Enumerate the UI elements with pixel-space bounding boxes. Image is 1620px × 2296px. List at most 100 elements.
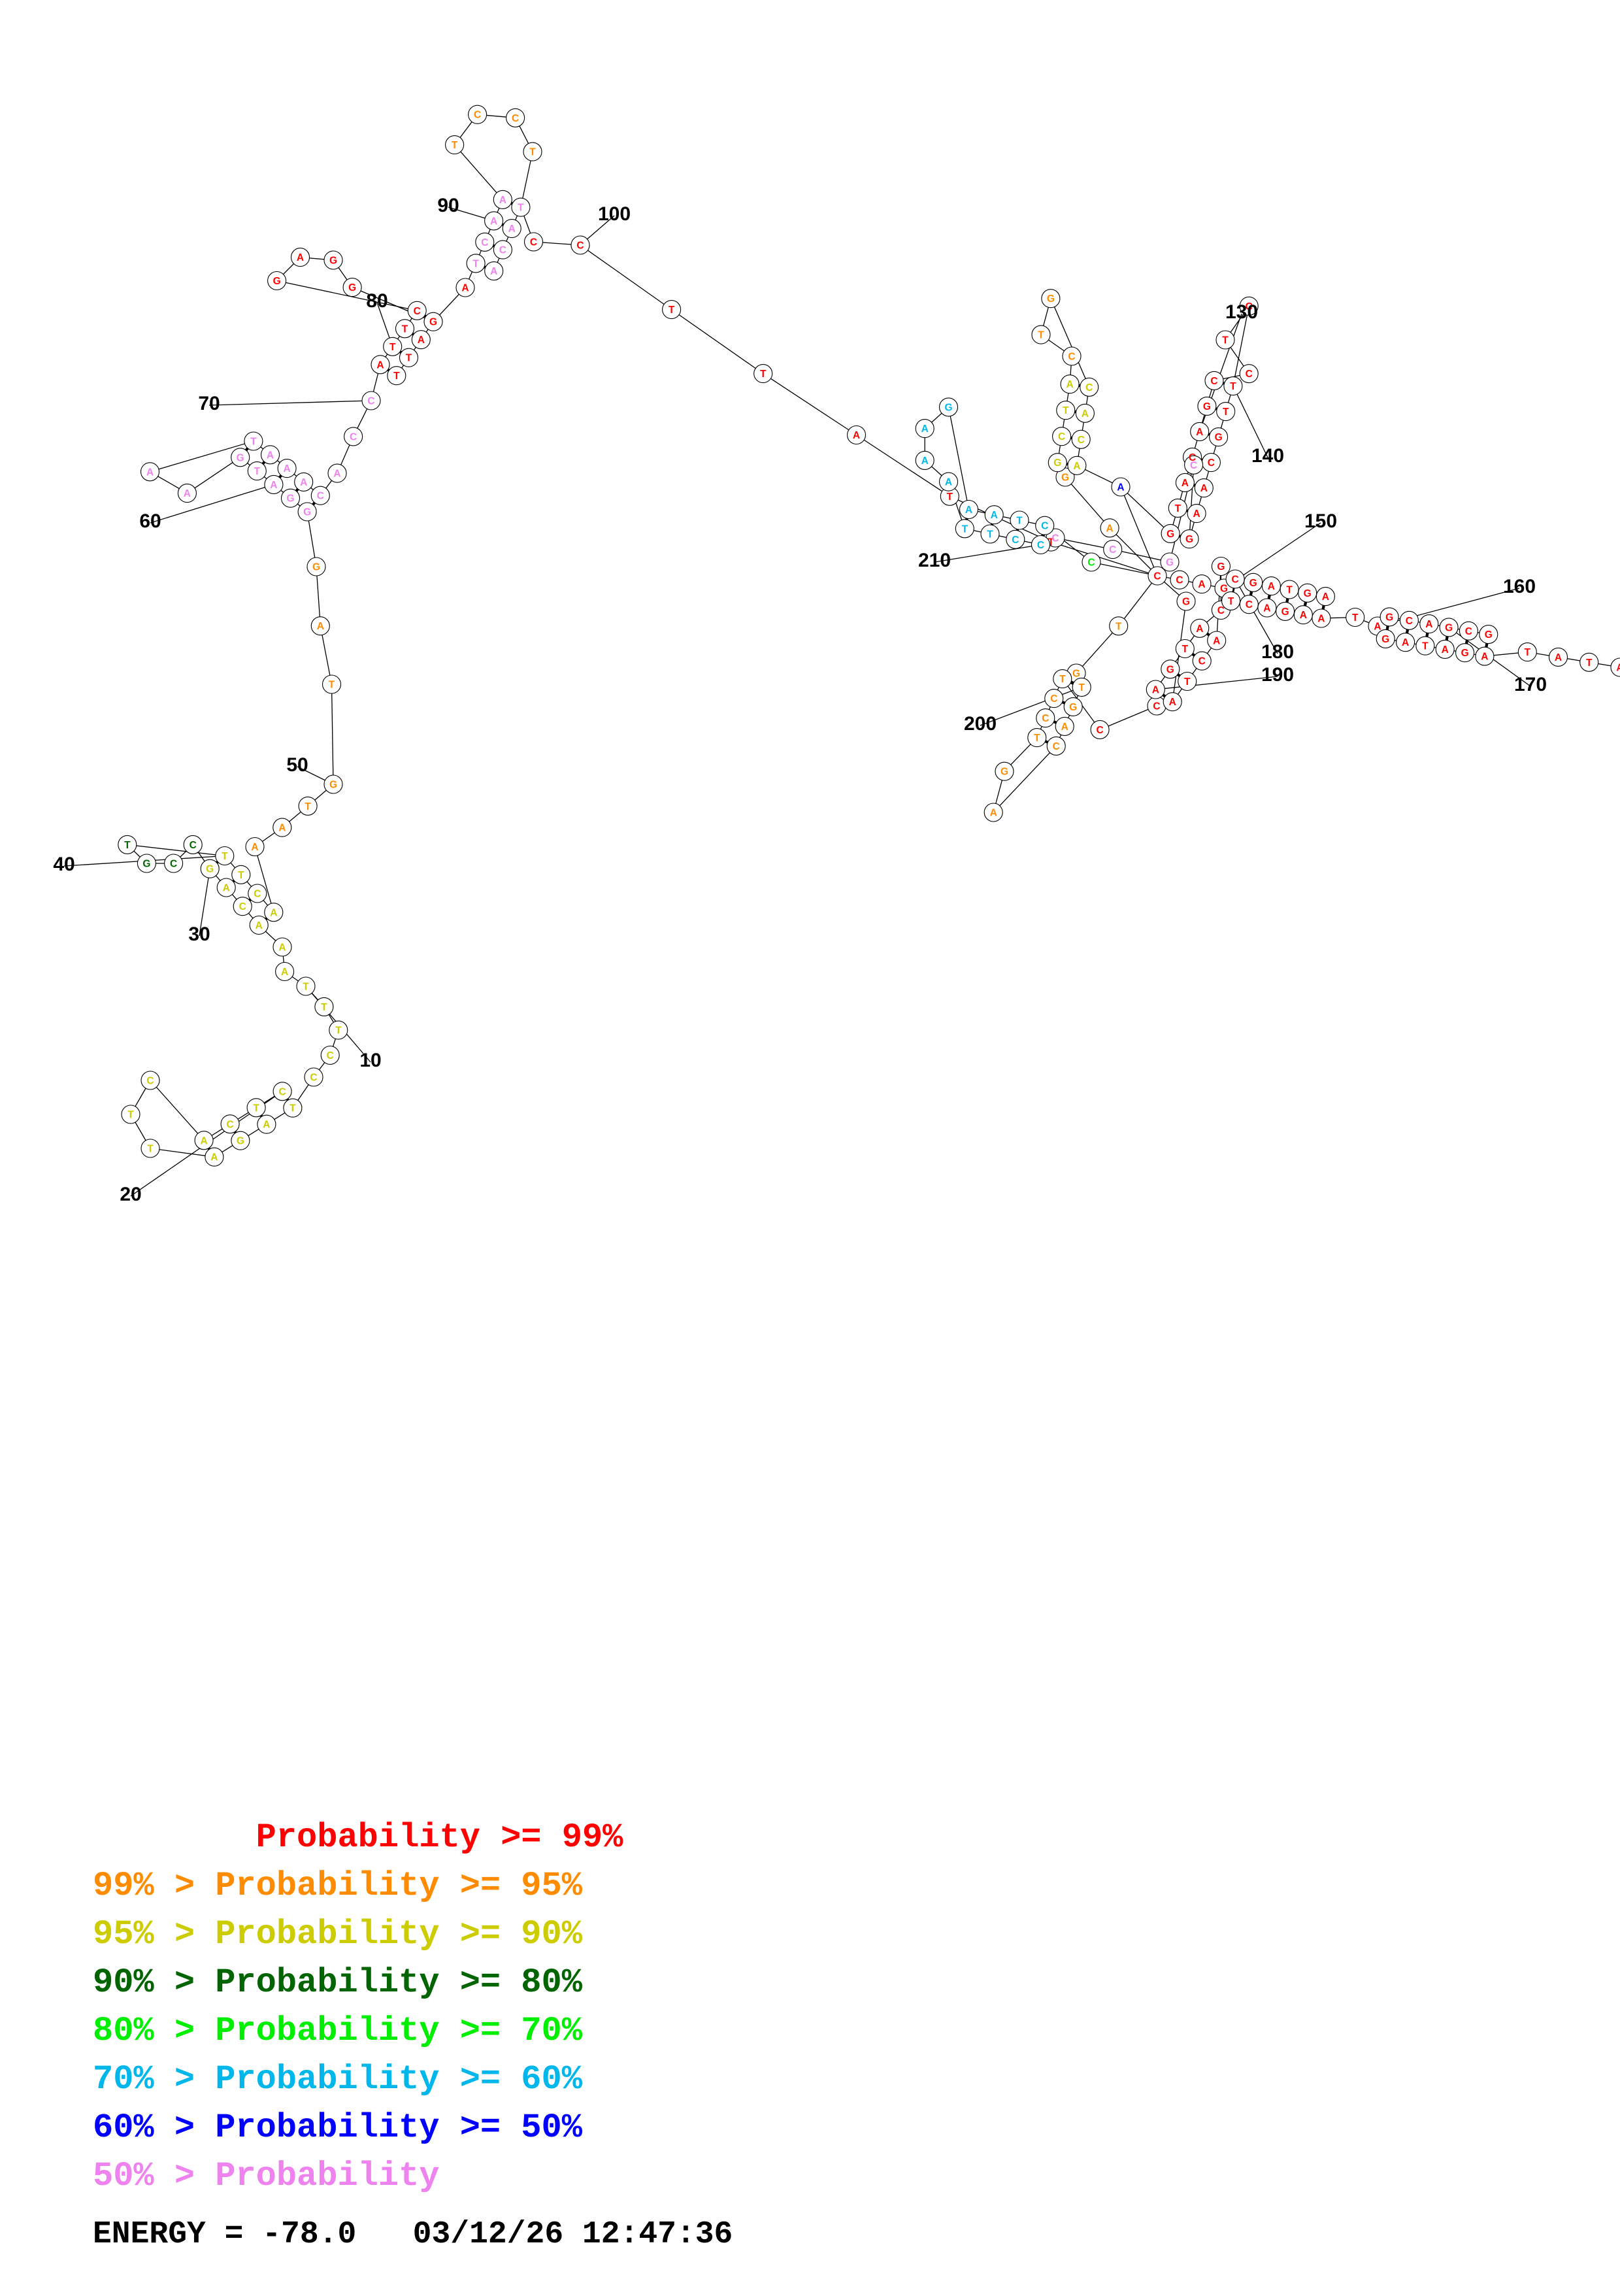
- svg-text:A: A: [1263, 603, 1270, 614]
- svg-text:G: G: [312, 562, 320, 573]
- svg-text:70: 70: [198, 393, 220, 414]
- svg-text:A: A: [508, 224, 516, 235]
- svg-text:95% > Probability >= 90%: 95% > Probability >= 90%: [93, 1915, 583, 1954]
- svg-text:A: A: [499, 195, 506, 206]
- svg-text:G: G: [1053, 458, 1061, 469]
- svg-text:T: T: [406, 353, 412, 364]
- svg-text:T: T: [947, 491, 953, 503]
- svg-text:G: G: [1061, 473, 1069, 484]
- svg-text:A: A: [256, 920, 263, 931]
- svg-text:T: T: [1175, 503, 1182, 514]
- svg-text:C: C: [226, 1119, 233, 1130]
- svg-text:A: A: [921, 424, 929, 435]
- svg-text:T: T: [518, 203, 524, 214]
- svg-text:G: G: [329, 256, 337, 267]
- svg-text:G: G: [429, 317, 437, 328]
- svg-text:99% > Probability >= 95%: 99% > Probability >= 95%: [93, 1867, 583, 1905]
- svg-text:T: T: [147, 1144, 154, 1155]
- svg-text:T: T: [529, 147, 536, 158]
- svg-text:T: T: [335, 1025, 342, 1037]
- svg-text:C: C: [1246, 599, 1253, 610]
- svg-text:A: A: [490, 216, 497, 227]
- svg-text:C: C: [1012, 535, 1019, 546]
- svg-text:G: G: [237, 452, 244, 463]
- svg-text:G: G: [273, 276, 281, 287]
- svg-text:T: T: [238, 870, 244, 881]
- svg-text:90: 90: [437, 195, 459, 216]
- svg-text:80: 80: [366, 290, 388, 312]
- svg-text:G: G: [1215, 432, 1223, 443]
- svg-text:A: A: [1193, 508, 1200, 520]
- svg-text:A: A: [278, 942, 286, 954]
- svg-text:A: A: [1268, 581, 1275, 592]
- svg-text:G: G: [1047, 293, 1055, 305]
- svg-text:A: A: [1374, 622, 1381, 633]
- svg-text:20: 20: [120, 1184, 141, 1205]
- svg-text:C: C: [1042, 713, 1049, 724]
- svg-text:T: T: [962, 524, 968, 535]
- svg-text:G: G: [1166, 529, 1174, 540]
- svg-text:A: A: [1152, 685, 1159, 696]
- svg-text:G: G: [1072, 669, 1080, 680]
- svg-text:T: T: [1182, 644, 1189, 655]
- svg-text:T: T: [124, 840, 131, 851]
- svg-text:C: C: [1085, 382, 1093, 393]
- svg-text:A: A: [1555, 652, 1562, 663]
- svg-text:T: T: [1078, 682, 1085, 693]
- svg-text:G: G: [1166, 664, 1174, 675]
- svg-text:A: A: [267, 450, 274, 461]
- svg-text:G: G: [237, 1136, 244, 1147]
- svg-text:C: C: [1198, 656, 1206, 667]
- svg-text:C: C: [146, 1076, 154, 1087]
- svg-text:A: A: [333, 469, 340, 480]
- svg-text:G: G: [1385, 612, 1393, 623]
- svg-text:C: C: [1406, 616, 1413, 627]
- svg-text:C: C: [481, 237, 488, 248]
- svg-text:C: C: [350, 431, 357, 442]
- svg-text:10: 10: [359, 1050, 381, 1071]
- svg-text:T: T: [1116, 621, 1122, 632]
- svg-text:ENERGY = -78.0 03/12/26 12:4: ENERGY = -78.0 03/12/26 12:47:36: [93, 2217, 733, 2252]
- svg-text:A: A: [1300, 610, 1307, 621]
- svg-text:A: A: [317, 621, 324, 632]
- svg-text:70% > Probability >= 60%: 70% > Probability >= 60%: [93, 2060, 583, 2099]
- svg-text:A: A: [146, 467, 154, 478]
- svg-text:A: A: [1106, 523, 1113, 534]
- svg-text:C: C: [576, 241, 584, 252]
- svg-text:T: T: [305, 801, 311, 812]
- svg-text:C: C: [1053, 741, 1060, 752]
- svg-text:G: G: [1203, 401, 1211, 412]
- svg-text:C: C: [317, 491, 324, 502]
- svg-text:C: C: [1217, 605, 1225, 616]
- svg-text:G: G: [1445, 622, 1453, 633]
- svg-text:A: A: [1317, 614, 1325, 625]
- svg-text:T: T: [127, 1110, 134, 1121]
- svg-text:A: A: [1196, 427, 1203, 438]
- svg-text:G: G: [329, 780, 337, 791]
- svg-text:T: T: [254, 466, 261, 477]
- svg-text:C: C: [310, 1073, 317, 1084]
- svg-text:C: C: [1190, 460, 1197, 471]
- svg-text:T: T: [303, 982, 309, 993]
- svg-text:A: A: [1213, 636, 1220, 647]
- svg-text:90% > Probability >= 80%: 90% > Probability >= 80%: [93, 1963, 583, 2002]
- svg-text:T: T: [669, 305, 675, 316]
- svg-text:T: T: [393, 371, 400, 382]
- svg-text:G: G: [944, 402, 952, 413]
- svg-text:160: 160: [1503, 576, 1536, 597]
- svg-text:T: T: [321, 1002, 327, 1013]
- svg-text:A: A: [300, 477, 307, 488]
- svg-text:G: G: [1182, 597, 1190, 608]
- svg-text:130: 130: [1225, 301, 1258, 323]
- svg-text:A: A: [1322, 591, 1329, 603]
- svg-text:T: T: [250, 437, 257, 448]
- svg-text:C: C: [1109, 544, 1116, 556]
- svg-text:A: A: [461, 283, 469, 294]
- svg-text:G: G: [1304, 588, 1312, 599]
- svg-text:A: A: [965, 505, 972, 516]
- svg-text:G: G: [348, 282, 356, 293]
- svg-text:A: A: [376, 359, 384, 371]
- svg-text:180: 180: [1261, 641, 1294, 663]
- svg-text:C: C: [1051, 533, 1059, 544]
- svg-text:200: 200: [964, 713, 997, 735]
